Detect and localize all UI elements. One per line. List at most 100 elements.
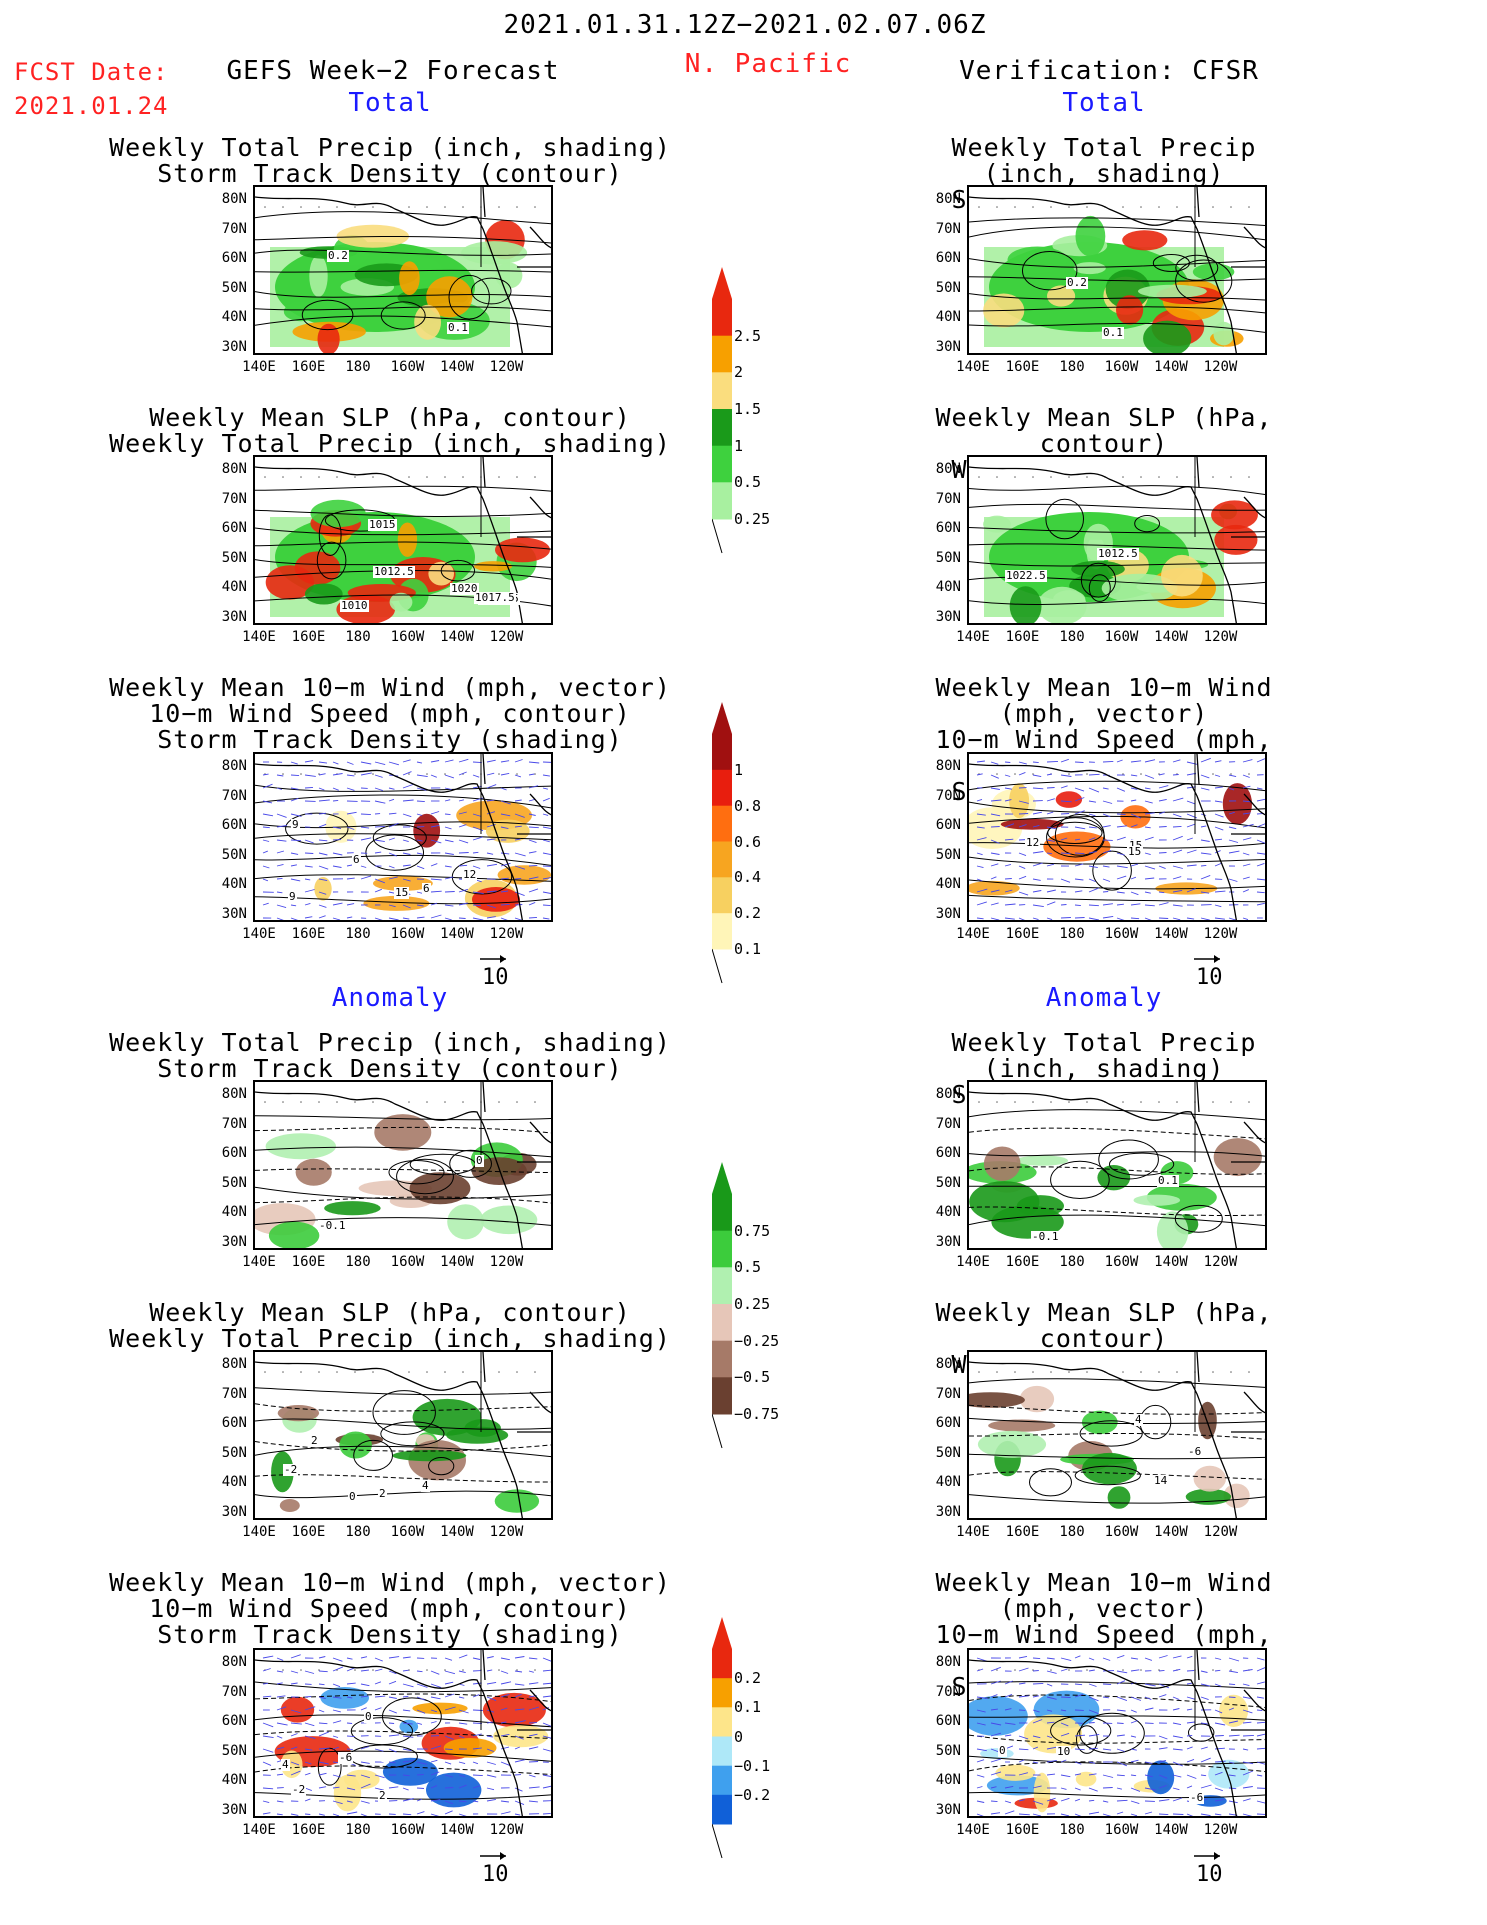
lat-tick-label: 30N [935,1233,961,1250]
lat-tick-label: 60N [935,817,961,833]
left-total-wind-map: 6 9 15 12 6 9 [253,752,553,922]
colorbar-tick-label: −0.75 [734,1405,780,1423]
colorbar-tick-label: 0.1 [734,940,762,958]
lon-tick-label: 140E [242,1524,276,1540]
vector-ref-left-total: 10 [480,955,509,990]
vector-ref-value: 10 [482,965,509,990]
map-plot [969,457,1265,623]
lat-tick-label: 80N [935,1654,961,1670]
fcst-date-value: 2021.01.24 [14,92,169,120]
panel-title-line: Weekly Mean 10−m Wind (mph, vector) [935,673,1273,728]
lon-tick-label: 160E [1005,926,1040,942]
left-total-section-label: Total [348,88,432,118]
left-total-wind-panel-title: Weekly Mean 10−m Wind (mph, vector) 10−m … [109,675,671,753]
contour-label: 1015 [368,518,397,531]
left-total-slp-panel-title: Weekly Mean SLP (hPa, contour) Weekly Tot… [109,405,671,457]
lon-tick-label: 160W [1104,1822,1139,1838]
panel-title-line: Weekly Mean 10−m Wind (mph, vector) [109,1568,671,1597]
colorbar-tick-label: 1 [734,436,744,455]
map-plot [255,754,551,920]
colorbar-tick-label: −0.2 [734,1785,771,1804]
right-total-precip-map: 0.1 0.2 [967,185,1267,355]
lat-tick-label: 60N [221,817,247,833]
right-anom-awind-map: 10 0 -6 [967,1648,1267,1818]
lon-tick-label: 180 [345,1254,371,1270]
contour-label: 0.1 [1102,326,1124,339]
fcst-date-label: FCST Date: [14,58,169,86]
colorbar-tick-label: 0.8 [734,796,762,815]
lat-tick-label: 40N [935,579,961,595]
right-total-slp-map: 1022.5 1012.5 [967,455,1267,625]
colorbar-tick-label: 0.25 [734,510,771,528]
lat-tick-label: 80N [935,758,961,774]
lat-tick-label: 80N [935,461,961,477]
lat-tick-label: 80N [221,191,247,207]
lat-tick-label: 60N [221,250,247,266]
lon-tick-label: 160W [390,926,425,942]
lat-tick-label: 80N [221,758,247,774]
lat-tick-label: 30N [221,905,247,922]
anomaly-density-colorbar [712,1617,732,1859]
right-total-section-label: Total [1062,88,1146,118]
lon-tick-label: 140E [242,926,276,942]
lat-tick-label: 70N [935,1385,961,1402]
vector-ref-value: 10 [1196,965,1223,990]
vector-ref-value: 10 [1196,1862,1223,1887]
lon-tick-label: 140W [440,359,474,375]
contour-label: 1012.5 [1097,547,1139,560]
lat-tick-label: 50N [221,846,247,863]
contour-label: -6 [338,1751,354,1764]
map-plot [255,1650,551,1816]
storm-density-colorbar [712,702,732,984]
lat-tick-label: 50N [221,1742,247,1759]
left-anom-aslp-panel-title: Weekly Mean SLP (hPa, contour) Weekly Tot… [109,1300,671,1352]
lat-tick-label: 60N [221,1145,247,1161]
right-anom-aslp-map: 14 -6 4 [967,1350,1267,1520]
lat-tick-label: 30N [221,608,247,625]
lon-tick-label: 120W [1203,629,1238,645]
lat-tick-label: 60N [221,520,247,536]
lon-tick-label: 140W [1154,629,1188,645]
lon-tick-label: 180 [1059,1822,1085,1838]
colorbar-tick-label: 0.6 [734,832,762,851]
contour-label: 0.2 [1066,276,1088,289]
vector-ref-right-anomaly: 10 [1194,1852,1223,1887]
contour-label: 10 [1056,1745,1072,1758]
contour-label: -2 [283,1463,299,1476]
lat-tick-label: 70N [935,787,961,804]
lon-tick-label: 120W [1203,1524,1238,1540]
panel-title-line: Weekly Total Precip (inch, shading) [109,1028,671,1057]
lon-tick-label: 140E [242,1822,276,1838]
panel-title-line: Weekly Mean 10−m Wind (mph, vector) [109,673,671,702]
lon-tick-label: 140E [956,359,990,375]
lat-tick-label: 80N [221,1654,247,1670]
lon-tick-label: 160W [390,1822,425,1838]
panel-title-line: Weekly Mean SLP (hPa, contour) [935,1298,1273,1353]
lon-tick-label: 160W [390,629,425,645]
lon-tick-label: 140E [956,1822,990,1838]
colorbar-tick-label: −0.5 [734,1368,771,1387]
lat-tick-label: 40N [935,1474,961,1490]
lon-tick-label: 120W [1203,1822,1238,1838]
lat-tick-label: 80N [935,191,961,207]
lon-tick-label: 140W [440,926,474,942]
left-anom-aprecip-panel-title: Weekly Total Precip (inch, shading) Storm… [109,1030,671,1082]
colorbar-tick-label: 0.75 [734,1221,771,1240]
right-total-wind-map: 151512 [967,752,1267,922]
panel-title-line: Weekly Total Precip (inch, shading) [109,429,671,458]
lon-tick-label: 180 [1059,926,1085,942]
lat-tick-label: 60N [221,1713,247,1729]
lat-tick-label: 70N [221,490,247,507]
lat-tick-label: 60N [221,1415,247,1431]
lon-tick-label: 120W [489,1524,524,1540]
region-title: N. Pacific [684,49,852,79]
lon-tick-label: 160E [291,1822,326,1838]
map-plot [255,1352,551,1518]
lon-tick-label: 120W [489,359,524,375]
map-plot [255,187,551,353]
panel-title-line: Weekly Mean 10−m Wind (mph, vector) [935,1568,1273,1623]
lat-tick-label: 60N [935,520,961,536]
colorbar-tick-label: 0 [734,1727,744,1746]
contour-label: 1022.5 [1005,569,1047,582]
